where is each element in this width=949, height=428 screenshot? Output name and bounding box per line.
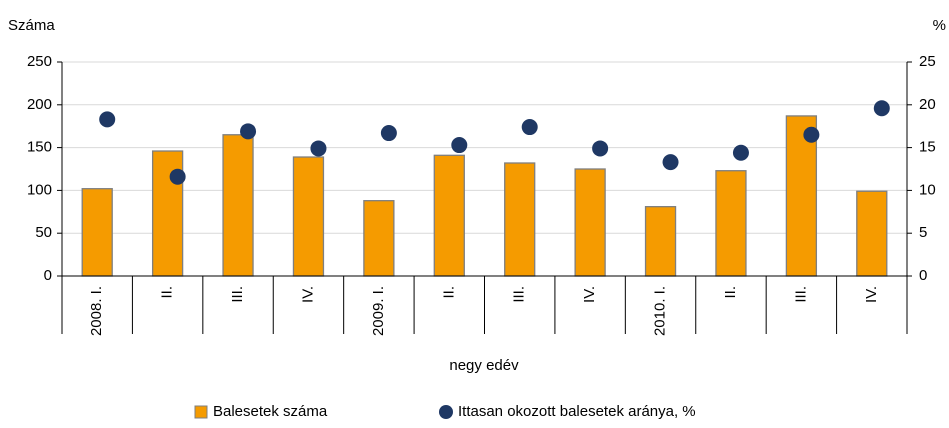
- bar: [222, 134, 254, 277]
- dot: [380, 125, 397, 142]
- dot: [99, 111, 116, 128]
- bar: [856, 190, 888, 277]
- x-tick-label: II.: [722, 286, 739, 299]
- x-tick-label: III.: [511, 286, 528, 303]
- x-tick-label: 2008. I.: [88, 286, 105, 336]
- dot: [873, 100, 890, 117]
- legend-label: Balesetek száma: [213, 403, 328, 420]
- y-tick-label: 150: [27, 139, 52, 156]
- x-tick-label: III.: [229, 286, 246, 303]
- bar: [433, 154, 465, 277]
- x-tick-label: IV.: [299, 286, 316, 303]
- y-tick-label: 200: [27, 96, 52, 113]
- x-axis-title: negy edév: [449, 357, 519, 374]
- bar: [574, 168, 606, 277]
- x-tick-label: II.: [159, 286, 176, 299]
- y2-tick-label: 5: [919, 224, 927, 241]
- x-tick-label: IV.: [863, 286, 880, 303]
- x-tick-label: III.: [792, 286, 809, 303]
- x-tick-label: II.: [440, 286, 457, 299]
- y-axis-title: Száma: [8, 17, 55, 34]
- bar: [504, 162, 536, 277]
- bar: [715, 170, 747, 277]
- dot: [310, 140, 327, 157]
- y-tick-label: 50: [35, 224, 52, 241]
- y-tick-label: 0: [44, 267, 52, 284]
- dot: [521, 119, 538, 136]
- dot: [240, 123, 257, 140]
- legend-label: Ittasan okozott balesetek aránya, %: [458, 403, 696, 420]
- legend-swatch: [194, 405, 208, 419]
- dot: [732, 144, 749, 161]
- y2-tick-label: 25: [919, 53, 936, 70]
- legend-swatch: [439, 405, 453, 419]
- dot: [451, 137, 468, 154]
- dot: [803, 126, 820, 143]
- y2-tick-label: 0: [919, 267, 927, 284]
- y2-tick-label: 20: [919, 96, 936, 113]
- dot: [662, 154, 679, 171]
- dot: [592, 140, 609, 157]
- bar: [363, 200, 395, 277]
- y2-axis-title: %: [933, 17, 946, 34]
- y2-tick-label: 15: [919, 139, 936, 156]
- y-tick-label: 250: [27, 53, 52, 70]
- bar: [644, 206, 677, 277]
- y-tick-label: 100: [27, 181, 52, 198]
- x-tick-label: IV.: [581, 286, 598, 303]
- dot: [169, 168, 186, 185]
- bar: [81, 188, 113, 277]
- bar: [292, 156, 325, 277]
- x-tick-label: 2010. I.: [652, 286, 669, 336]
- x-tick-label: 2009. I.: [370, 286, 387, 336]
- y2-tick-label: 10: [919, 181, 936, 198]
